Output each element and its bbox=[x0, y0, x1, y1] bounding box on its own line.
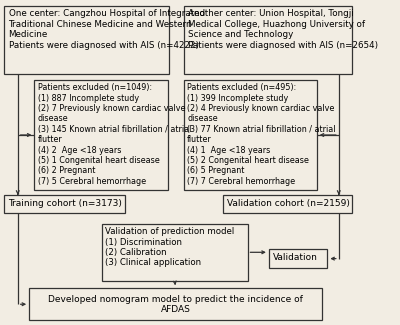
Bar bbox=[184, 6, 352, 73]
Text: Another center: Union Hospital, Tongji
Medical College, Huazhong University of
S: Another center: Union Hospital, Tongji M… bbox=[188, 9, 378, 50]
Bar bbox=[184, 80, 317, 190]
Text: Validation cohort (n=2159): Validation cohort (n=2159) bbox=[227, 199, 350, 208]
Text: Validation: Validation bbox=[273, 253, 318, 262]
Bar bbox=[34, 80, 168, 190]
Bar bbox=[223, 195, 352, 213]
Text: One center: Cangzhou Hospital of Integrated
Traditional Chinese Medicine and Wes: One center: Cangzhou Hospital of Integra… bbox=[8, 9, 205, 50]
Bar bbox=[269, 249, 328, 268]
Text: Patients excluded (n=1049):
(1) 887 Incomplete study
(2) 7 Previously known card: Patients excluded (n=1049): (1) 887 Inco… bbox=[38, 83, 191, 186]
Text: Training cohort (n=3173): Training cohort (n=3173) bbox=[8, 199, 122, 208]
Bar bbox=[29, 288, 322, 320]
Text: Developed nomogram model to predict the incidence of
AFDAS: Developed nomogram model to predict the … bbox=[48, 294, 303, 314]
Bar bbox=[102, 224, 248, 280]
Text: Patients excluded (n=495):
(1) 399 Incomplete study
(2) 4 Previously known cardi: Patients excluded (n=495): (1) 399 Incom… bbox=[187, 83, 336, 186]
Bar bbox=[4, 195, 125, 213]
Text: Validation of prediction model
(1) Discrimination
(2) Calibration
(3) Clinical a: Validation of prediction model (1) Discr… bbox=[106, 227, 235, 267]
Bar bbox=[4, 6, 169, 73]
